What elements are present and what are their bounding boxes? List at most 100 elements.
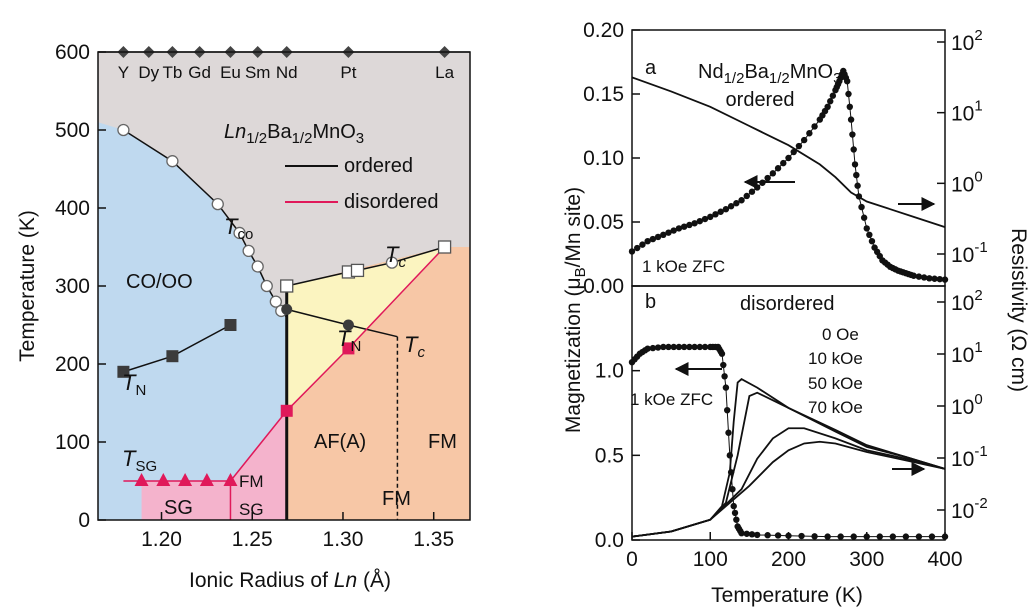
dot-a-0-1 xyxy=(634,244,641,252)
subplot-a-note: 1 kOe ZFC xyxy=(642,257,725,276)
dot-a-27-0 xyxy=(910,272,917,279)
dot-b-18-1 xyxy=(915,533,923,540)
marker-tc-1-2 xyxy=(350,263,365,278)
y-tick-label-left-200: 200 xyxy=(55,353,90,376)
marker-tco-0-4 xyxy=(242,244,255,258)
field-label-10: 10 kOe xyxy=(808,349,863,368)
dot-a-9-2 xyxy=(780,159,787,167)
label-tn-left: TN xyxy=(122,370,146,399)
element-label-la: La xyxy=(435,63,454,82)
dot-b-5-2 xyxy=(701,343,709,351)
dot-a-0-2 xyxy=(639,241,646,248)
region-label-af-a: AF(A) xyxy=(314,431,366,453)
magnetization-panel: 0.00 0.05 0.10 0.15 0.20 10-1 100 101 102 0.0 0.5 1… xyxy=(562,19,1030,607)
dot-a-10-2 xyxy=(795,142,803,150)
y-tick-label-a-0.20: 0.20 xyxy=(583,19,624,42)
marker-tco-0-1 xyxy=(166,155,179,168)
dot-a-20-1 xyxy=(858,203,865,211)
y-tick-label-left-0: 0 xyxy=(78,509,90,532)
dot-b-3-1 xyxy=(665,343,672,351)
label-tc-upper: Tc xyxy=(385,242,406,271)
marker-tc-disordered-5-1 xyxy=(342,342,355,355)
dot-a-5-1 xyxy=(712,211,719,218)
y-right-tick-label-a-1: 101 xyxy=(951,98,983,126)
dot-b-16-2 xyxy=(850,533,857,540)
dot-a-28-0 xyxy=(926,275,933,282)
tick-labels: 0.00 0.05 0.10 0.15 0.20 10-1 100 101 102 0.0 0.5 1… xyxy=(583,19,988,571)
dot-b-8-0 xyxy=(718,350,726,357)
dot-a-4-2 xyxy=(701,215,709,223)
dot-a-1-2 xyxy=(654,233,662,241)
dot-b-10-0 xyxy=(726,452,734,459)
subplot-a-subtitle: ordered xyxy=(726,89,795,111)
dot-a-27-1 xyxy=(915,273,923,280)
y-tick-label-b-0.0: 0.0 xyxy=(595,529,624,552)
marker-tco-0-0 xyxy=(117,123,130,137)
region-label-fm-bottom: FM xyxy=(382,488,411,510)
dot-a-1-0 xyxy=(644,238,651,245)
dot-a-3-0 xyxy=(675,225,683,232)
axes xyxy=(97,51,471,521)
y-right-tick-label-a--1: 10-1 xyxy=(951,239,988,267)
dot-a-8-2 xyxy=(764,174,771,182)
label-tc-lower: Tc xyxy=(404,332,425,361)
y-tick-label-left-500: 500 xyxy=(55,119,90,142)
dot-b-3-2 xyxy=(670,343,677,351)
dot-b-4-0 xyxy=(675,343,683,351)
dot-a-21-1 xyxy=(866,231,873,238)
dot-b-17-1 xyxy=(876,533,883,540)
marker-tn-3-2 xyxy=(224,319,237,331)
dot-a-4-1 xyxy=(696,217,704,225)
y-tick-label-b-0.5: 0.5 xyxy=(595,444,624,467)
marker-tsg-6-0 xyxy=(134,473,149,486)
dot-a-18-0 xyxy=(847,116,855,123)
subplot-tag-a: a xyxy=(645,57,657,79)
dot-b-2-2 xyxy=(654,344,662,351)
y-right-tick-label-b-1: 101 xyxy=(951,339,983,367)
element-label-nd: Nd xyxy=(276,63,298,82)
dot-a-9-0 xyxy=(769,170,777,177)
dot-a-11-0 xyxy=(800,136,808,144)
element-label-sm: Sm xyxy=(245,63,271,82)
dot-b-9-1 xyxy=(724,406,731,414)
dot-a-6-2 xyxy=(733,200,740,207)
dot-b-14-1 xyxy=(764,532,771,539)
dot-b-15-2 xyxy=(811,533,818,540)
dot-a-13-1 xyxy=(827,98,834,105)
x-tick-label-right-400: 400 xyxy=(927,548,962,571)
dot-a-6-0 xyxy=(722,206,730,213)
dot-a-18-1 xyxy=(849,131,856,138)
label-tn-right: TN xyxy=(337,326,361,355)
dot-a-4-0 xyxy=(691,220,698,227)
dot-a-7-2 xyxy=(748,188,756,195)
dot-a-7-0 xyxy=(738,197,745,204)
y-tick-label-left-400: 400 xyxy=(55,197,90,220)
x-tick-label-right-0: 0 xyxy=(626,548,638,571)
dot-a-19-1 xyxy=(853,171,860,179)
dot-b-18-0 xyxy=(902,533,910,540)
curve-b-resistivity-2 xyxy=(631,391,946,538)
y-axis-label-resistivity: Resistivity (Ω cm) xyxy=(1007,228,1030,392)
marker-tco-0-2 xyxy=(211,197,224,211)
dot-a-2-1 xyxy=(665,229,672,236)
dot-b-8-2 xyxy=(721,373,728,380)
dot-a-7-1 xyxy=(743,192,750,200)
element-label-gd: Gd xyxy=(188,63,211,82)
dot-a-2-2 xyxy=(670,227,677,234)
curve-b-magnetization-0 xyxy=(631,346,945,538)
y-right-tick-label-b--2: 10-2 xyxy=(951,495,988,523)
dot-b-18-2 xyxy=(928,533,936,540)
marker-tsg-6-1 xyxy=(156,473,171,486)
field-label-70: 70 kOe xyxy=(808,398,863,417)
y-right-tick-label-a-0: 100 xyxy=(951,168,983,196)
x-tick-label-right-300: 300 xyxy=(849,548,884,571)
dot-b-4-1 xyxy=(680,343,688,351)
legend-label-ordered: ordered xyxy=(344,155,413,177)
dot-b-11-1 xyxy=(731,509,739,517)
field-label-50: 50 kOe xyxy=(808,374,863,393)
dot-a-17-0 xyxy=(843,78,851,85)
dot-b-2-1 xyxy=(649,344,657,352)
marker-tco-0-5 xyxy=(251,260,264,273)
dot-a-13-0 xyxy=(824,103,831,111)
